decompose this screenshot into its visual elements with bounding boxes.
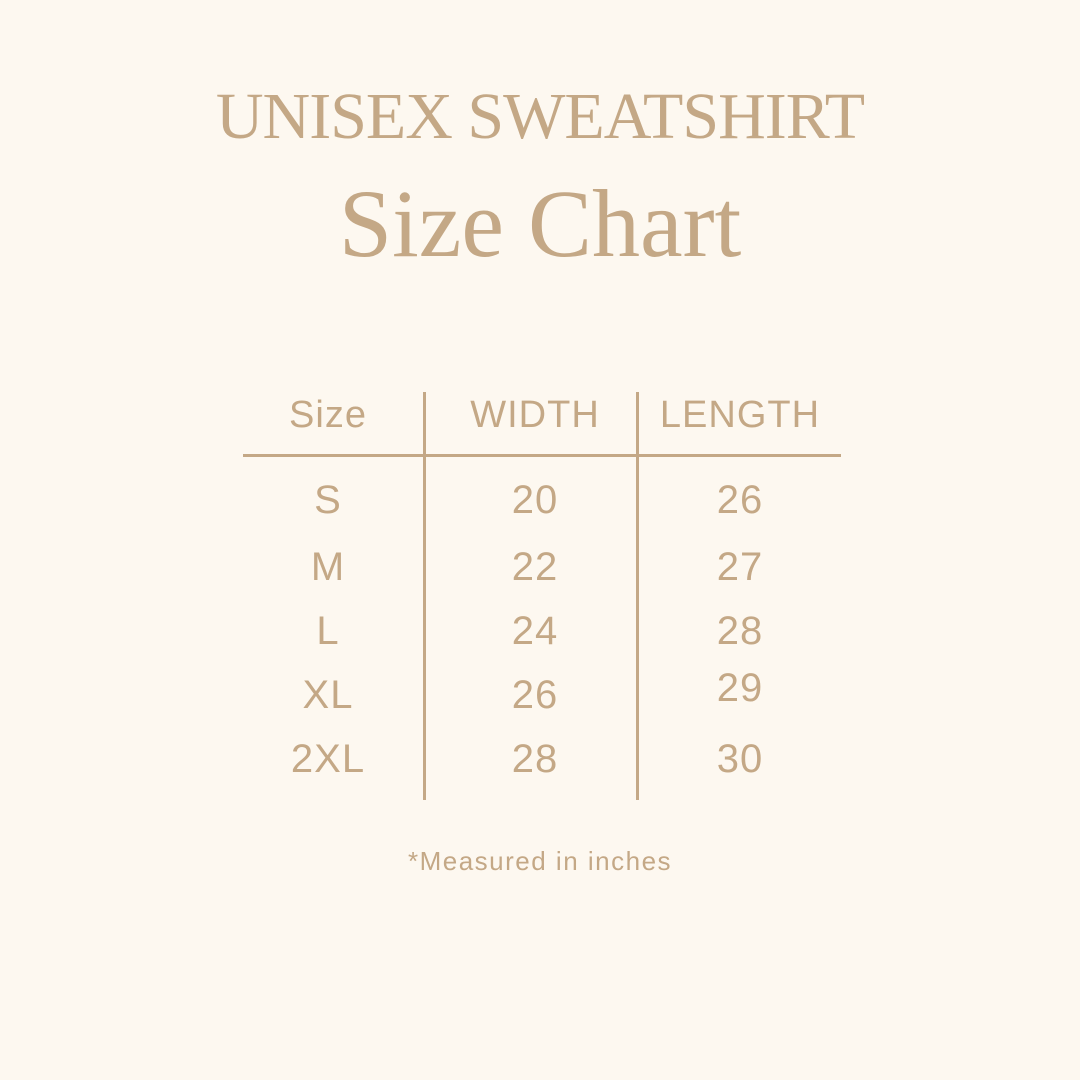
header-size: Size: [289, 394, 367, 436]
table-cell: 30: [716, 737, 764, 781]
table-cell: L: [316, 609, 340, 653]
table-cell: 26: [716, 478, 764, 522]
table-cell: 20: [511, 478, 559, 522]
column-divider: [423, 392, 426, 800]
header-length: LENGTH: [659, 394, 821, 436]
header-width: WIDTH: [470, 394, 600, 436]
table-cell: 28: [716, 609, 764, 653]
table-cell: 28: [511, 737, 559, 781]
table-cell: S: [314, 478, 342, 522]
subtitle: Size Chart: [338, 170, 742, 277]
column-divider: [636, 392, 639, 800]
title: UNISEX SWEATSHIRT: [215, 80, 865, 153]
table-cell: 24: [511, 609, 559, 653]
table-cell: 22: [511, 545, 559, 589]
table-cell: 26: [511, 673, 559, 717]
table-cell: XL: [302, 673, 354, 717]
table-cell: M: [310, 545, 346, 589]
table-cell: 2XL: [290, 737, 366, 781]
footnote: *Measured in inches: [407, 846, 673, 876]
table-cell: 27: [716, 545, 764, 589]
table-cell: 29: [716, 666, 764, 710]
header-divider: [243, 454, 841, 457]
